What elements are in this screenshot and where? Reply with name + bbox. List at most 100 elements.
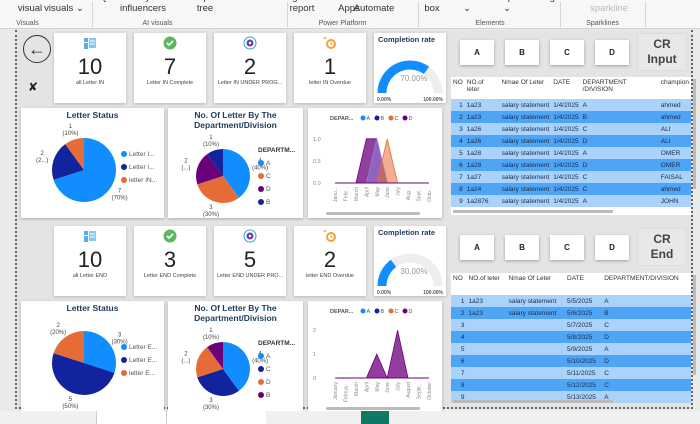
area-series-D[interactable]: [335, 330, 429, 380]
filter-button-A[interactable]: A: [460, 40, 494, 65]
pie-slice[interactable]: [223, 149, 250, 198]
filter-button-A[interactable]: A: [460, 235, 494, 260]
table-row[interactable]: 5 5/9/2025 A: [451, 343, 691, 355]
kpi-card[interactable]: 5 Letter END UNDER PRO...: [214, 226, 286, 296]
ribbon-button[interactable]: Decompositiontree: [170, 0, 240, 14]
table-row[interactable]: 4 5/8/2025 D: [451, 331, 691, 343]
cr-nav-button[interactable]: CR End: [637, 228, 687, 266]
column-header[interactable]: champion: [660, 79, 689, 86]
legend-item[interactable]: A: [258, 350, 295, 363]
legend-label[interactable]: D: [409, 116, 413, 122]
ribbon-button[interactable]: Keyinfluencers: [120, 0, 166, 14]
pie-slice[interactable]: [52, 353, 115, 395]
ribbon-button[interactable]: Add asparkline: [587, 0, 631, 14]
filter-button-D[interactable]: D: [595, 40, 629, 65]
pie-slice[interactable]: [197, 369, 239, 396]
cr-nav-button[interactable]: CR Input: [637, 33, 687, 71]
ribbon-button[interactable]: Morevisuals ⌄: [42, 0, 86, 14]
table-row[interactable]: 1 1a23 salary statement 5/5/2025 A: [451, 295, 691, 307]
filter-button-C[interactable]: C: [550, 40, 584, 65]
legend-item[interactable]: C: [258, 363, 295, 376]
horizontal-scrollbar[interactable]: [453, 400, 613, 403]
legend-item[interactable]: A: [258, 157, 295, 170]
table-row[interactable]: 7 1a27 salary statement 1/4/2025 C FAISAL: [451, 171, 691, 183]
kpi-card[interactable]: 7 Letter IN Complete: [134, 33, 206, 103]
legend-item[interactable]: Letter I...: [121, 148, 157, 161]
pie-slice[interactable]: [53, 138, 116, 202]
ribbon-button[interactable]: Textbox: [410, 0, 454, 14]
add-page-button[interactable]: [361, 411, 389, 424]
horizontal-scrollbar[interactable]: [453, 210, 613, 213]
column-header[interactable]: Nmae Of Leter: [501, 79, 545, 86]
ribbon-button[interactable]: Narrative: [230, 0, 274, 3]
legend-item[interactable]: Letter I...: [121, 161, 157, 174]
ribbon-button[interactable]: Newvisual: [8, 0, 52, 14]
back-button[interactable]: ←: [23, 35, 51, 63]
table-row[interactable]: 7 5/11/2025 C: [451, 367, 691, 379]
page-tab[interactable]: [166, 411, 266, 424]
column-header[interactable]: NO.of leter: [466, 79, 484, 93]
kpi-card[interactable]: 1 letter IN Overdue: [294, 33, 366, 103]
table-row[interactable]: 2 1a23 salary statement 5/6/2025 B: [451, 307, 691, 319]
pie-slice[interactable]: [52, 144, 84, 180]
legend-label[interactable]: B: [381, 309, 385, 315]
page-tab[interactable]: [96, 411, 166, 424]
kpi-card[interactable]: 10 all Letter END: [54, 226, 126, 296]
filter-button-B[interactable]: B: [505, 235, 539, 260]
table-row[interactable]: 8 5/12/2025 C: [451, 379, 691, 391]
legend-label[interactable]: C: [395, 116, 399, 122]
column-header[interactable]: Nmae Of Leter: [508, 275, 552, 282]
column-header[interactable]: DEPARTMENT/DIVISION: [604, 275, 679, 282]
kpi-card[interactable]: 2 letter END Overdue: [294, 226, 366, 296]
filter-button-B[interactable]: B: [505, 40, 539, 65]
vertical-scrollbar[interactable]: [693, 275, 696, 375]
pie-slice[interactable]: [223, 342, 250, 391]
ribbon-button[interactable]: Buttons⌄: [445, 0, 489, 14]
column-header[interactable]: NO.of leter: [468, 275, 500, 282]
table-row[interactable]: 6 1a28 salary statement 1/4/2025 D OMER: [451, 159, 691, 171]
column-header[interactable]: NO: [453, 79, 463, 86]
ribbon-button[interactable]: PowerApps: [327, 0, 371, 14]
table-row[interactable]: 9 1a2876 salary statement 1/4/2025 A JOHN: [451, 195, 691, 207]
clear-filter-icon[interactable]: ✘: [28, 80, 39, 94]
filter-button-D[interactable]: D: [595, 235, 629, 260]
kpi-card[interactable]: 10 all Letter IN: [54, 33, 126, 103]
pie-slice[interactable]: [207, 342, 223, 369]
legend-label[interactable]: C: [395, 309, 399, 315]
legend-item[interactable]: letter IN...: [121, 174, 157, 187]
table-row[interactable]: 6 5/10/2025 D: [451, 355, 691, 367]
legend-item[interactable]: C: [258, 170, 295, 183]
horizontal-scrollbar[interactable]: [326, 212, 420, 215]
ribbon-button[interactable]: Shapes⌄: [485, 0, 529, 14]
pie-slice[interactable]: [207, 149, 223, 176]
legend-item[interactable]: Letter E...: [121, 354, 157, 367]
table-row[interactable]: 5 1a28 salary statement 1/4/2025 A OMER: [451, 147, 691, 159]
pie-slice[interactable]: [197, 176, 239, 203]
legend-item[interactable]: Letter E...: [121, 341, 157, 354]
legend-label[interactable]: D: [409, 309, 413, 315]
vertical-scrollbar[interactable]: [693, 79, 696, 189]
horizontal-scrollbar[interactable]: [326, 407, 420, 410]
column-header[interactable]: DATE: [553, 79, 571, 86]
table-row[interactable]: 3 1a26 salary statement 1/4/2025 C ALI: [451, 123, 691, 135]
pie-slice[interactable]: [65, 138, 84, 170]
legend-label[interactable]: B: [381, 116, 385, 122]
table-row[interactable]: 4 1a26 salary statement 1/4/2025 D ALI: [451, 135, 691, 147]
legend-item[interactable]: B: [258, 389, 295, 402]
legend-item[interactable]: D: [258, 183, 295, 196]
legend-label[interactable]: A: [367, 309, 371, 315]
kpi-card[interactable]: 3 Letter END Complete: [134, 226, 206, 296]
ribbon-button[interactable]: Paginatedreport: [280, 0, 324, 14]
column-header[interactable]: DATE: [567, 275, 584, 282]
filter-button-C[interactable]: C: [550, 235, 584, 260]
kpi-card[interactable]: 2 Letter IN UNDER PROG...: [214, 33, 286, 103]
legend-item[interactable]: letter E...: [121, 367, 157, 380]
table-row[interactable]: 3 5/7/2025 C: [451, 319, 691, 331]
ribbon-button[interactable]: PowerAutomate: [352, 0, 396, 14]
column-header[interactable]: NO: [453, 275, 463, 282]
legend-item[interactable]: D: [258, 376, 295, 389]
ribbon-button[interactable]: Image: [525, 0, 569, 3]
